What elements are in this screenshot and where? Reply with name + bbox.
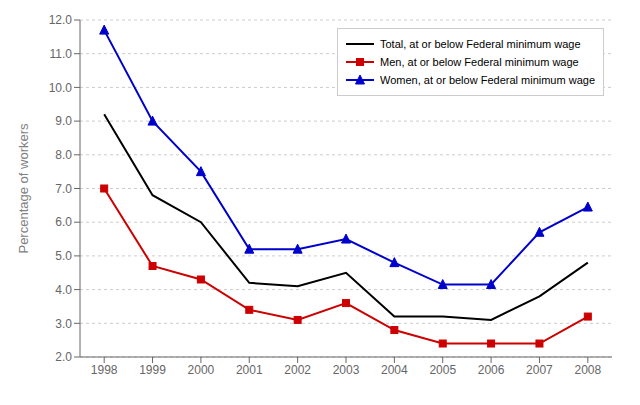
- svg-text:11.0: 11.0: [50, 47, 73, 61]
- svg-text:2000: 2000: [188, 363, 215, 377]
- svg-text:2008: 2008: [574, 363, 601, 377]
- svg-text:9.0: 9.0: [55, 114, 72, 128]
- svg-text:1998: 1998: [91, 363, 118, 377]
- svg-text:1999: 1999: [139, 363, 166, 377]
- html-text:Women, at or below Federal min: Women, at or below Federal minimum wage: [380, 74, 595, 86]
- svg-text:12.0: 12.0: [49, 13, 73, 27]
- svg-text:2002: 2002: [284, 363, 311, 377]
- svg-text:2005: 2005: [429, 363, 456, 377]
- svg-text:2001: 2001: [236, 363, 263, 377]
- svg-text:8.0: 8.0: [55, 148, 72, 162]
- svg-text:2007: 2007: [526, 363, 553, 377]
- svg-text:2.0: 2.0: [55, 350, 72, 364]
- svg-text:6.0: 6.0: [55, 215, 72, 229]
- svg-text:5.0: 5.0: [55, 249, 72, 263]
- svg-text:7.0: 7.0: [55, 182, 72, 196]
- svg-text:2003: 2003: [333, 363, 360, 377]
- svg-text:2004: 2004: [381, 363, 408, 377]
- svg-text:Percentage of workers: Percentage of workers: [16, 123, 31, 254]
- svg-text:3.0: 3.0: [55, 317, 72, 331]
- html-text:Men, at or below Federal minim: Men, at or below Federal minimum wage: [380, 56, 579, 68]
- svg-text:2006: 2006: [478, 363, 505, 377]
- html-text:Total, at or below Federal min: Total, at or below Federal minimum wage: [380, 38, 581, 50]
- svg-text:10.0: 10.0: [49, 81, 73, 95]
- svg-text:4.0: 4.0: [55, 283, 72, 297]
